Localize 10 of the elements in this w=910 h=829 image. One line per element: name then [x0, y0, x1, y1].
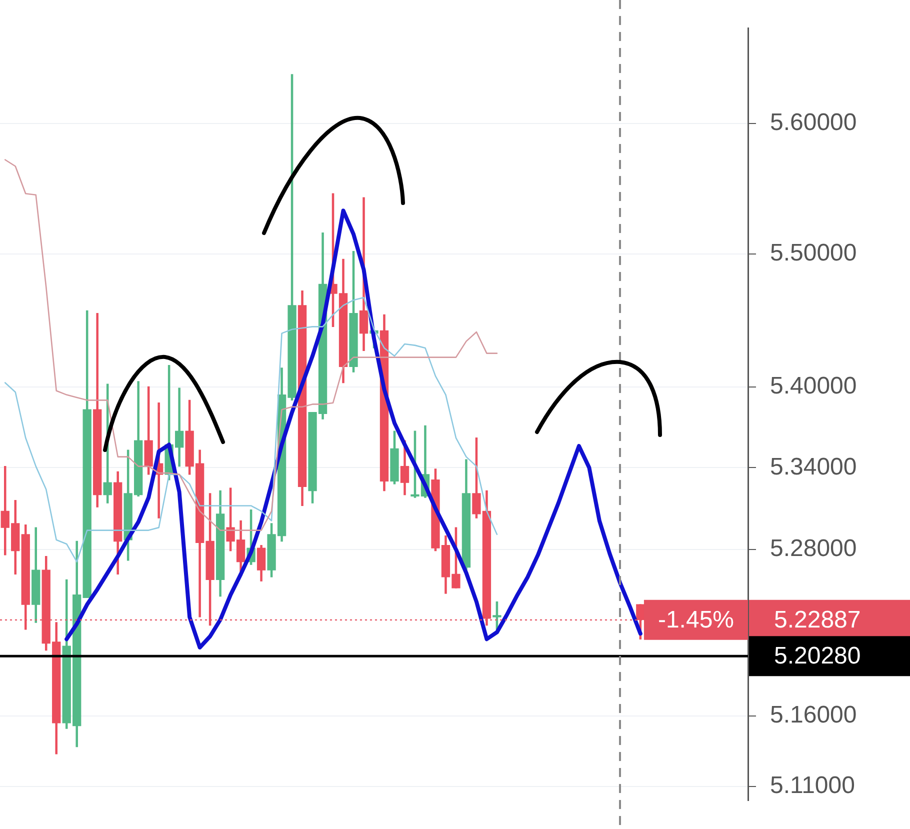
y-tick-label: 5.28000: [770, 535, 857, 562]
y-tick-label: 5.50000: [770, 240, 857, 267]
y-tick-label: 5.16000: [770, 702, 857, 729]
ref-line-label: 5.22887: [774, 606, 861, 634]
y-tick-label: 5.11000: [770, 772, 855, 800]
ref-line-label: 5.20280: [774, 642, 861, 670]
annotation: -1.45%: [658, 606, 734, 634]
y-tick-label: 5.40000: [770, 372, 857, 400]
y-tick-label: 5.60000: [770, 109, 857, 136]
y-tick-label: 5.34000: [770, 453, 857, 480]
